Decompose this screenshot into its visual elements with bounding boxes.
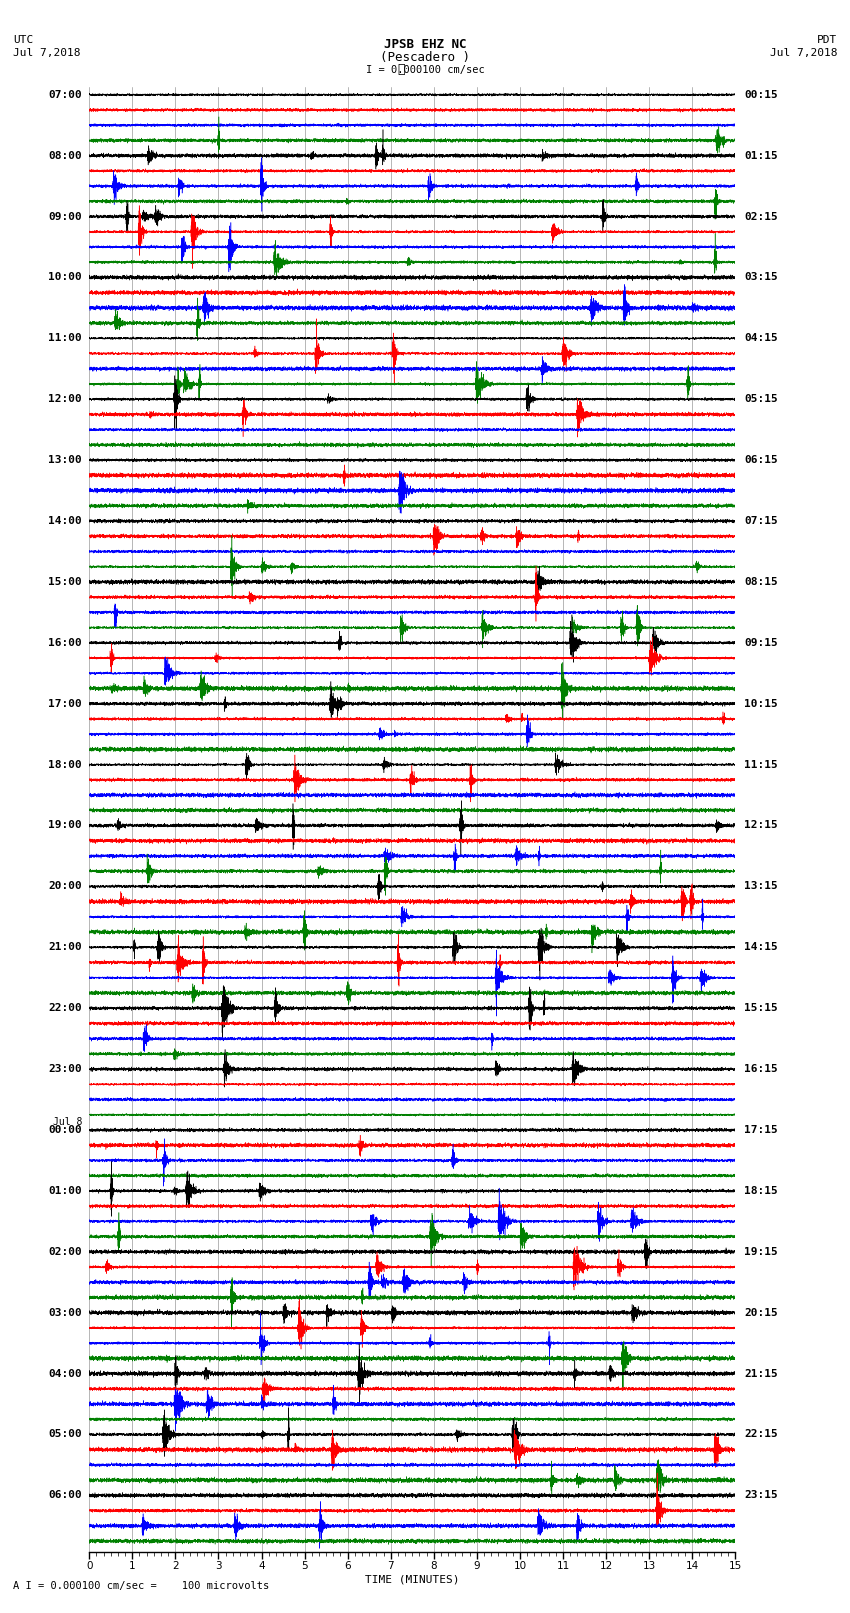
Text: Jul 7,2018: Jul 7,2018 xyxy=(13,48,80,58)
Text: 01:15: 01:15 xyxy=(745,150,779,161)
Text: 22:00: 22:00 xyxy=(48,1003,82,1013)
Text: 10:15: 10:15 xyxy=(745,698,779,708)
Text: 23:00: 23:00 xyxy=(48,1065,82,1074)
Text: 14:00: 14:00 xyxy=(48,516,82,526)
Text: 11:00: 11:00 xyxy=(48,334,82,344)
Text: I = 0.000100 cm/sec: I = 0.000100 cm/sec xyxy=(366,65,484,76)
Text: Jul 7,2018: Jul 7,2018 xyxy=(770,48,837,58)
Text: PDT: PDT xyxy=(817,35,837,45)
Text: 12:00: 12:00 xyxy=(48,394,82,405)
Text: 15:15: 15:15 xyxy=(745,1003,779,1013)
Text: 13:00: 13:00 xyxy=(48,455,82,465)
Text: 09:00: 09:00 xyxy=(48,211,82,221)
Text: 19:15: 19:15 xyxy=(745,1247,779,1257)
Text: 05:00: 05:00 xyxy=(48,1429,82,1439)
Text: 02:15: 02:15 xyxy=(745,211,779,221)
Text: 01:00: 01:00 xyxy=(48,1186,82,1195)
Text: 15:00: 15:00 xyxy=(48,577,82,587)
Text: 20:15: 20:15 xyxy=(745,1308,779,1318)
Text: 00:00: 00:00 xyxy=(48,1124,82,1136)
Text: 20:00: 20:00 xyxy=(48,881,82,892)
Text: 05:15: 05:15 xyxy=(745,394,779,405)
Text: 07:00: 07:00 xyxy=(48,90,82,100)
Text: 21:00: 21:00 xyxy=(48,942,82,952)
X-axis label: TIME (MINUTES): TIME (MINUTES) xyxy=(365,1574,460,1584)
Text: A I = 0.000100 cm/sec =    100 microvolts: A I = 0.000100 cm/sec = 100 microvolts xyxy=(13,1581,269,1590)
Text: 16:00: 16:00 xyxy=(48,637,82,648)
Text: ⎹: ⎹ xyxy=(398,63,405,76)
Text: Jul 8: Jul 8 xyxy=(53,1116,82,1126)
Text: 06:15: 06:15 xyxy=(745,455,779,465)
Text: 04:15: 04:15 xyxy=(745,334,779,344)
Text: 03:00: 03:00 xyxy=(48,1308,82,1318)
Text: 06:00: 06:00 xyxy=(48,1490,82,1500)
Text: (Pescadero ): (Pescadero ) xyxy=(380,50,470,65)
Text: UTC: UTC xyxy=(13,35,33,45)
Text: 02:00: 02:00 xyxy=(48,1247,82,1257)
Text: 22:15: 22:15 xyxy=(745,1429,779,1439)
Text: 12:15: 12:15 xyxy=(745,821,779,831)
Text: 09:15: 09:15 xyxy=(745,637,779,648)
Text: 10:00: 10:00 xyxy=(48,273,82,282)
Text: JPSB EHZ NC: JPSB EHZ NC xyxy=(383,37,467,52)
Text: 08:00: 08:00 xyxy=(48,150,82,161)
Text: 21:15: 21:15 xyxy=(745,1368,779,1379)
Text: 14:15: 14:15 xyxy=(745,942,779,952)
Text: 04:00: 04:00 xyxy=(48,1368,82,1379)
Text: 11:15: 11:15 xyxy=(745,760,779,769)
Text: 18:15: 18:15 xyxy=(745,1186,779,1195)
Text: 18:00: 18:00 xyxy=(48,760,82,769)
Text: 08:15: 08:15 xyxy=(745,577,779,587)
Text: 00:15: 00:15 xyxy=(745,90,779,100)
Text: 13:15: 13:15 xyxy=(745,881,779,892)
Text: 23:15: 23:15 xyxy=(745,1490,779,1500)
Text: 03:15: 03:15 xyxy=(745,273,779,282)
Text: 17:00: 17:00 xyxy=(48,698,82,708)
Text: 07:15: 07:15 xyxy=(745,516,779,526)
Text: 19:00: 19:00 xyxy=(48,821,82,831)
Text: 16:15: 16:15 xyxy=(745,1065,779,1074)
Text: 17:15: 17:15 xyxy=(745,1124,779,1136)
